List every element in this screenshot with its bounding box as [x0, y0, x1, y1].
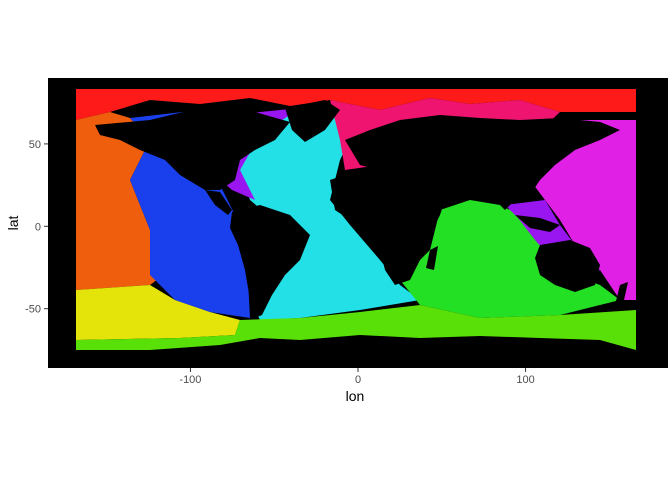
land-indonesia [515, 215, 560, 232]
land-new-zealand [615, 282, 628, 305]
region-arctic [76, 89, 636, 120]
land-masses [76, 100, 636, 358]
ocean-raster [76, 89, 636, 358]
land-greenland [285, 100, 340, 142]
y-axis: -50 0 50 [25, 139, 48, 316]
land-africa [330, 170, 445, 285]
x-axis-title: lon [346, 388, 365, 404]
x-tick-label: 100 [516, 374, 534, 386]
land-eurasia [345, 115, 620, 210]
x-tick-label: 0 [355, 374, 361, 386]
y-tick-label: -50 [25, 304, 41, 316]
land-antarctica [76, 335, 636, 358]
region-north-pacific [76, 112, 170, 290]
x-tick-label: -100 [179, 374, 201, 386]
y-axis-title: lat [5, 216, 21, 231]
land-madagascar [426, 246, 438, 270]
y-tick-label: 50 [29, 139, 41, 151]
land-australia [535, 240, 600, 292]
land-south-america [230, 205, 310, 318]
x-axis: -100 0 100 [179, 368, 535, 386]
land-central-america [205, 190, 232, 215]
land-north-america [95, 108, 290, 190]
region-south-pacific [76, 285, 240, 340]
y-tick-label: 0 [35, 221, 41, 233]
